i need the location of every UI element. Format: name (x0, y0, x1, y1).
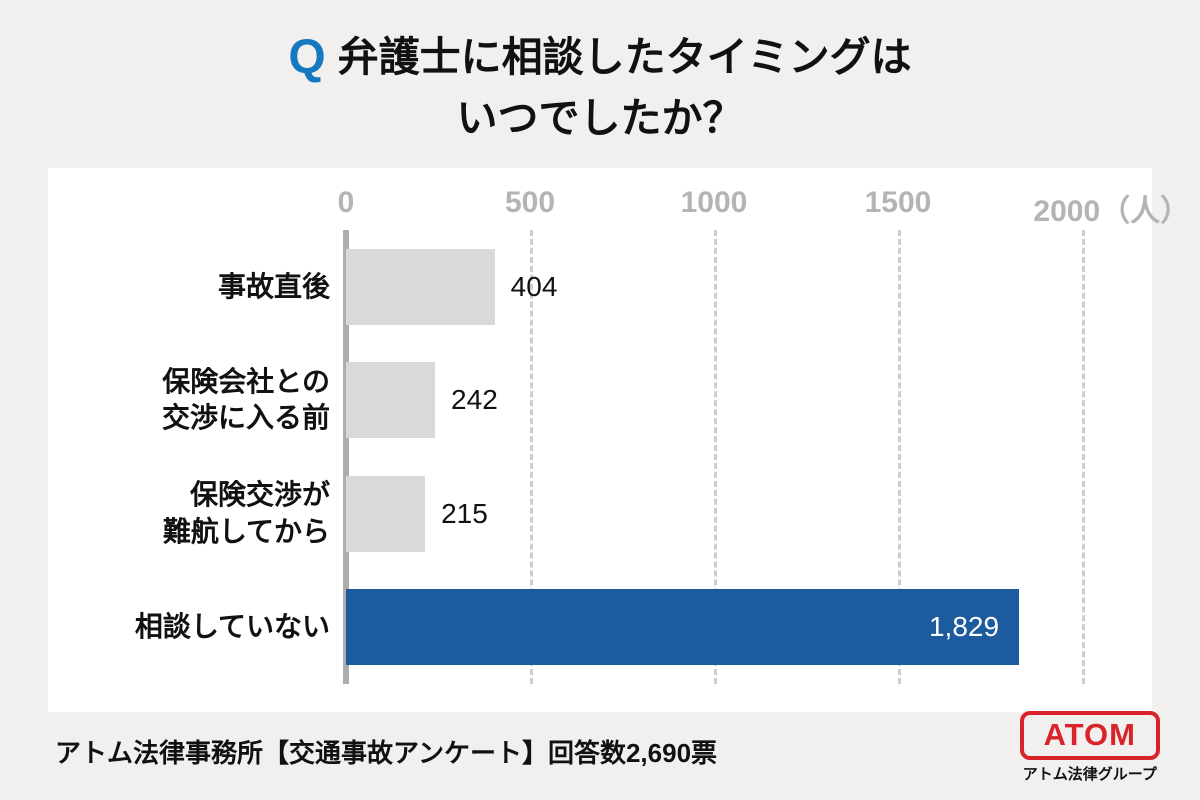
chart-row: 相談していない 1,829 (48, 589, 1082, 666)
chart-row: 保険交渉が 難航してから 215 (48, 475, 1082, 552)
bar (346, 248, 495, 325)
category-label: 事故直後 (217, 270, 330, 302)
atom-logo: ATOM アトム法律グループ (1019, 710, 1160, 784)
tick-label: 1500 (864, 186, 932, 219)
category-label: 保険交渉が 難航してから (162, 479, 330, 547)
page-title: Q 弁護士に相談したタイミングは いつでしたか？ (0, 0, 1200, 146)
tick-label: 2000（人） (1033, 195, 1191, 228)
chart-card: 0 500 1000 1500 2000（人） 事故直後 404 保険会社との 交渉に入る前… (48, 168, 1191, 712)
title-line-1: Q 弁護士に相談したタイミングは (0, 26, 1200, 91)
source-note: アトム法律事務所【交通事故アンケート】回答数2,690票 (55, 738, 718, 768)
atom-logo-box: ATOM (1019, 710, 1160, 760)
tick-row: 0 500 1000 1500 2000（人） (338, 184, 1191, 230)
gridline (714, 230, 717, 684)
tick-label: 500 (504, 186, 556, 219)
chart-rows: 事故直後 404 保険会社との 交渉に入る前 242 保険交渉が 難航してから 215 相談… (48, 230, 1082, 684)
gridline (898, 230, 901, 684)
gridline (1082, 230, 1085, 684)
category-label: 相談していない (134, 611, 330, 643)
title-line-2: いつでしたか？ (456, 94, 744, 141)
bar-area: 1,829 (346, 589, 1082, 666)
value-label: 215 (441, 497, 488, 529)
zero-axis-line (343, 230, 349, 684)
tick-label: 1000 (680, 186, 748, 219)
bar (346, 475, 426, 552)
tick-label: 0 (337, 186, 355, 219)
gridline (530, 230, 533, 684)
atom-logo-subtext: アトム法律グループ (1022, 766, 1157, 783)
value-label: 242 (451, 384, 498, 416)
value-label: 1,829 (928, 611, 1000, 643)
title-text-1: 弁護士に相談したタイミングは (337, 34, 912, 80)
bar-area: 215 (346, 475, 1082, 552)
bar-area: 242 (346, 362, 1082, 439)
bar: 1,829 (346, 589, 1020, 666)
plot-area: 事故直後 404 保険会社との 交渉に入る前 242 保険交渉が 難航してから 215 相談… (48, 230, 1085, 684)
bar (346, 362, 436, 439)
chart-row: 事故直後 404 (48, 248, 1082, 325)
q-mark-icon: Q (288, 31, 326, 84)
gridlines (343, 230, 1085, 684)
bar-area: 404 (346, 248, 1082, 325)
chart-row: 保険会社との 交渉に入る前 242 (48, 362, 1082, 439)
category-label: 保険会社との 交渉に入る前 (161, 365, 330, 434)
value-label: 404 (510, 270, 558, 302)
chart-body: 0 500 1000 1500 2000（人） 事故直後 404 保険会社との 交渉に入る前… (48, 184, 1191, 684)
